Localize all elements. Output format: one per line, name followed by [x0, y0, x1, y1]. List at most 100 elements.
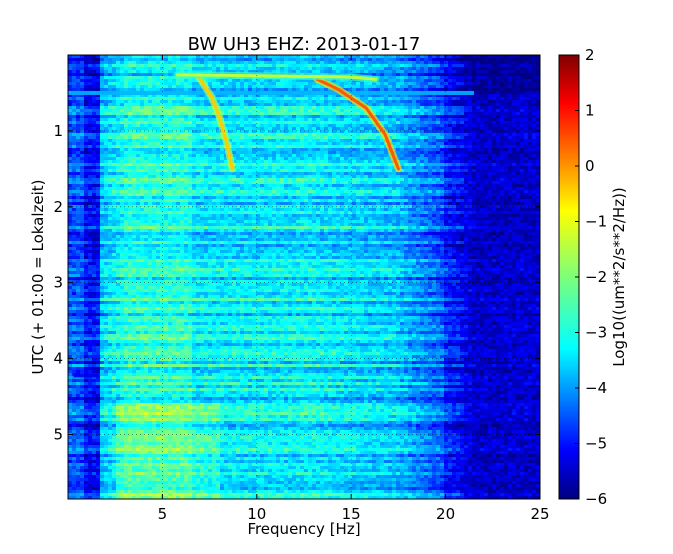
heatmap-cell [460, 64, 465, 68]
heatmap-cell [280, 58, 285, 62]
heatmap-cell [128, 79, 133, 83]
heatmap-cell [344, 85, 349, 89]
heatmap-cell [392, 73, 397, 77]
heatmap-cell [112, 73, 117, 77]
heatmap-cell [336, 70, 341, 74]
heatmap-cell [128, 58, 133, 62]
heatmap-cell [344, 79, 349, 83]
heatmap-cell [488, 55, 493, 59]
heatmap-cell [476, 55, 481, 59]
heatmap-cell [188, 55, 193, 59]
heatmap-cell [328, 58, 333, 62]
heatmap-cell [364, 67, 369, 71]
heatmap-cell [188, 85, 193, 89]
heatmap-cell [92, 61, 97, 65]
heatmap-cell [416, 85, 421, 89]
heatmap-cell [496, 85, 501, 89]
heatmap-cell [172, 67, 177, 71]
heatmap-cell [452, 70, 457, 74]
heatmap-cell [512, 70, 517, 74]
heatmap-cell [72, 70, 77, 74]
heatmap-cell [288, 64, 293, 68]
heatmap-cell [500, 67, 505, 71]
heatmap-cell [424, 64, 429, 68]
heatmap-cell [512, 58, 517, 62]
heatmap-cell [432, 55, 437, 59]
heatmap-cell [408, 73, 413, 77]
heatmap-cell [512, 61, 517, 65]
heatmap-cell [96, 70, 101, 74]
heatmap-cell [148, 85, 153, 89]
heatmap-cell [232, 64, 237, 68]
heatmap-cell [144, 58, 149, 62]
heatmap-cell [424, 67, 429, 71]
heatmap-cell [176, 85, 181, 89]
heatmap-cell [400, 70, 405, 74]
heatmap-cell [368, 64, 373, 68]
heatmap-cell [252, 58, 257, 62]
heatmap-cell [376, 85, 381, 89]
heatmap-cell [468, 73, 473, 77]
heatmap-cell [268, 58, 273, 62]
heatmap-cell [468, 58, 473, 62]
heatmap-cell [376, 70, 381, 74]
heatmap-cell [500, 76, 505, 80]
heatmap-cell [452, 58, 457, 62]
heatmap-cell [500, 61, 505, 65]
heatmap-cell [472, 61, 477, 65]
heatmap-cell [236, 67, 241, 71]
heatmap-cell [364, 85, 369, 89]
heatmap-cell [524, 76, 529, 80]
heatmap-cell [464, 79, 469, 83]
heatmap-cell [500, 79, 505, 83]
heatmap-cell [436, 70, 441, 74]
heatmap-cell [472, 79, 477, 83]
heatmap-cell [260, 70, 265, 74]
heatmap-cell [212, 64, 217, 68]
heatmap-cell [364, 64, 369, 68]
heatmap-cell [452, 76, 457, 80]
heatmap-cell [308, 58, 313, 62]
heatmap-cell [172, 82, 177, 86]
heatmap-cell [288, 85, 293, 89]
heatmap-cell [432, 67, 437, 71]
heatmap-cell [324, 61, 329, 65]
heatmap-cell [456, 58, 461, 62]
heatmap-cell [132, 64, 137, 68]
heatmap-cell [348, 82, 353, 86]
heatmap-cell [400, 61, 405, 65]
heatmap-cell [324, 64, 329, 68]
heatmap-cell [332, 67, 337, 71]
heatmap-cell [300, 55, 305, 59]
heatmap-cell [236, 61, 241, 65]
heatmap-cell [96, 58, 101, 62]
heatmap-cell [512, 67, 517, 71]
heatmap-cell [280, 61, 285, 65]
heatmap-cell [288, 79, 293, 83]
heatmap-cell [348, 61, 353, 65]
heatmap-cell [168, 67, 173, 71]
heatmap-cell [140, 67, 145, 71]
heatmap-cell [72, 85, 77, 89]
heatmap-cell [484, 61, 489, 65]
heatmap-cell [528, 58, 533, 62]
heatmap-cell [76, 64, 81, 68]
heatmap-cell [72, 79, 77, 83]
heatmap-cell [336, 55, 341, 59]
heatmap-cell [424, 55, 429, 59]
heatmap-cell [392, 67, 397, 71]
heatmap-cell [148, 55, 153, 59]
heatmap-cell [276, 85, 281, 89]
heatmap-cell [132, 79, 137, 83]
heatmap-cell [188, 82, 193, 86]
heatmap-cell [372, 70, 377, 74]
heatmap-cell [376, 64, 381, 68]
heatmap-cell [96, 85, 101, 89]
heatmap-cell [272, 61, 277, 65]
heatmap-cell [244, 70, 249, 74]
heatmap-cell [172, 58, 177, 62]
heatmap-cell [344, 67, 349, 71]
heatmap-cell [316, 64, 321, 68]
heatmap-cell [152, 61, 157, 65]
heatmap-cell [472, 67, 477, 71]
